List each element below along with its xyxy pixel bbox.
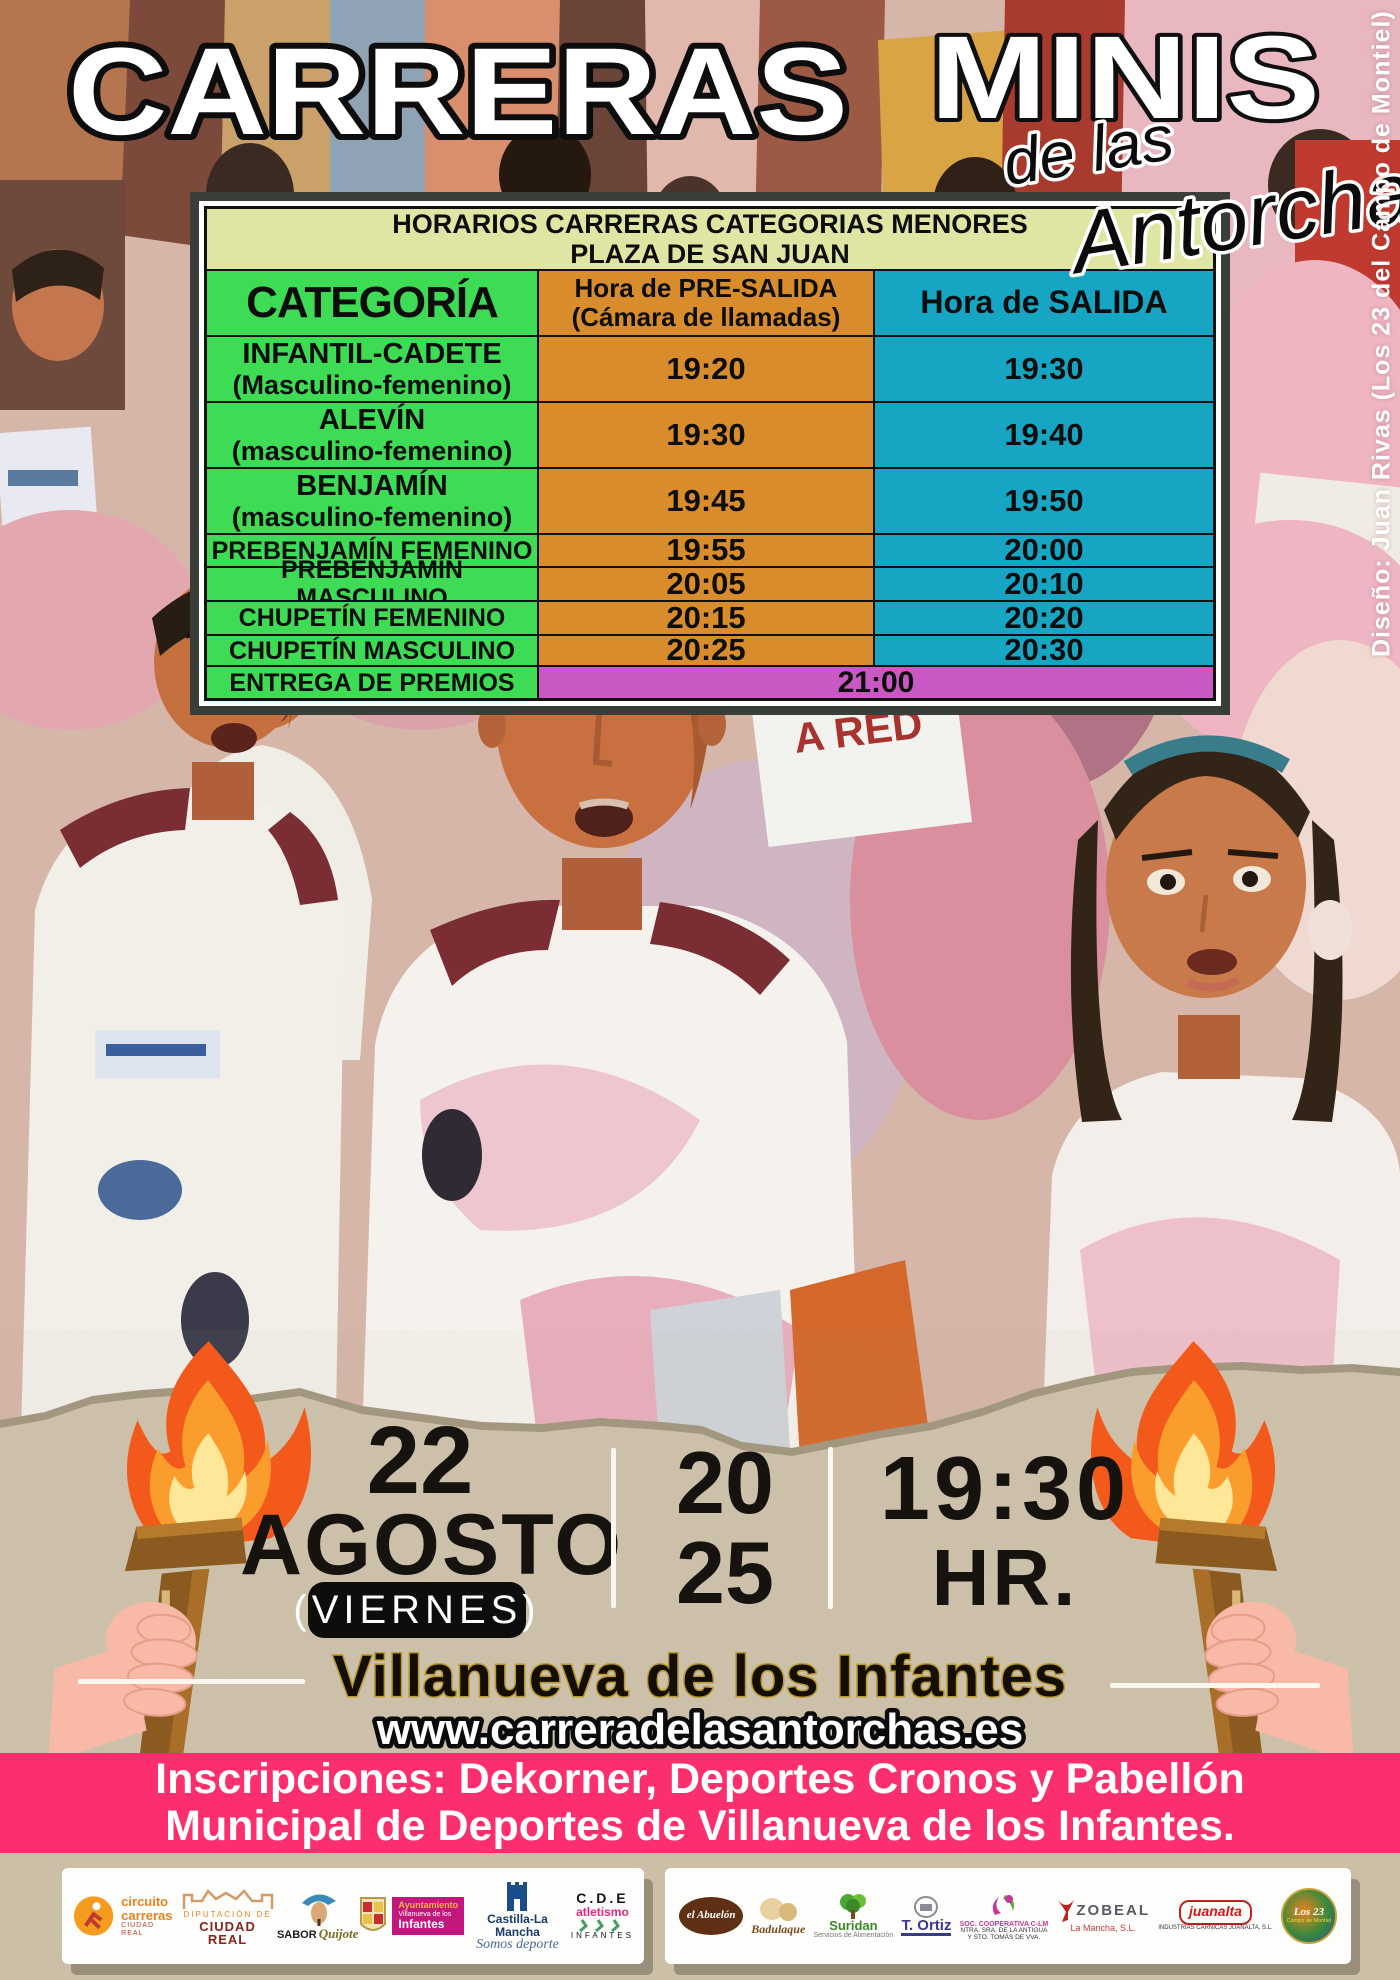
designer-credit: Diseño: Juan Rivas (Los 23 del Campo de …: [1367, 10, 1396, 658]
title-script: de las Antorchas: [995, 98, 1400, 297]
event-location: Villanueva de los Infantes: [333, 1644, 1067, 1709]
sponsor-suridan: Suridan Servicios de Alimentación: [813, 1893, 893, 1940]
sponsor-footer: circuito carreras CIUDAD REAL DIPUTACIÓN…: [0, 1853, 1400, 1980]
table-row-premios-time: 21:00: [538, 666, 1214, 699]
event-time: 19:30: [879, 1439, 1131, 1539]
table-row-category: PREBENJAMÍN MASCULINO: [206, 556, 538, 612]
event-year-top: 20: [676, 1433, 774, 1532]
coat-of-arms-icon: [360, 1897, 387, 1931]
sponsor-cde-atletismo: C.D.E atletismo INFANTES: [570, 1890, 634, 1941]
sponsor-card-left: circuito carreras CIUDAD REAL DIPUTACIÓN…: [62, 1868, 644, 1964]
sponsor-sabor-quijote: SABOR Quijote: [277, 1891, 358, 1942]
event-weekday-badge: (VIERNES): [293, 1582, 536, 1638]
title-minis-text: MINIS: [930, 12, 1320, 140]
table-row-presalida: 20:25: [538, 632, 874, 667]
sponsor-zobeal: ZOBEAL La Mancha, S.L.: [1056, 1898, 1150, 1933]
registration-line2: Municipal de Deportes de Villanueva de l…: [165, 1802, 1235, 1850]
runner-icon: [73, 1896, 114, 1936]
table-row-presalida: 20:15: [538, 600, 874, 635]
table-row-salida: 19:40: [874, 402, 1214, 468]
skyline-icon: [182, 1889, 273, 1910]
sponsor-castilla-la-mancha: Castilla-La Mancha Somos deporte: [464, 1879, 571, 1953]
event-day: 22: [366, 1407, 474, 1514]
registration-banner: Inscripciones: Dekorner, Deportes Cronos…: [0, 1753, 1400, 1853]
table-row-presalida: 19:30: [538, 402, 874, 468]
table-title-line2: PLAZA DE SAN JUAN: [570, 239, 850, 269]
cooperativa-icon: [992, 1894, 1014, 1915]
table-row-category-premios: ENTREGA DE PREMIOS: [206, 666, 538, 699]
sponsor-los-23: Los 23 Campo de Montiel: [1280, 1888, 1337, 1944]
divider-line-2: [828, 1447, 833, 1609]
table-row-category: BENJAMÍN (masculino-femenino): [206, 468, 538, 534]
table-row-category: CHUPETÍN MASCULINO: [206, 635, 538, 666]
sponsor-diputacion: DIPUTACIÓN DE CIUDAD REAL: [178, 1885, 277, 1947]
table-row-presalida: 19:45: [538, 468, 874, 534]
table-row-presalida: 20:05: [538, 566, 874, 601]
table-row-salida: 20:00: [874, 532, 1214, 567]
table-row-category: CHUPETÍN FEMENINO: [206, 601, 538, 635]
location-dash-left: [78, 1679, 305, 1684]
sponsor-juanalta: juanalta INDUSTRIAS CÁRNICAS JUANALTA, S…: [1158, 1900, 1273, 1931]
location-dash-right: [1110, 1683, 1320, 1688]
column-header-presalida-line1: Hora de PRE-SALIDA: [574, 272, 838, 303]
sponsor-circuito-carreras: circuito carreras CIUDAD REAL: [72, 1894, 178, 1938]
table-row-category: ALEVÍN (masculino-femenino): [206, 402, 538, 468]
table-row-category: INFANTIL-CADETE (Masculino-femenino): [206, 336, 538, 402]
sponsor-ayuntamiento: Ayuntamiento Villanueva de los Infantes: [358, 1894, 465, 1938]
schedule-table: HORARIOS CARRERAS CATEGORIAS MENORES PLA…: [190, 192, 1230, 715]
event-year-bottom: 25: [676, 1523, 774, 1622]
quijote-icon: [301, 1894, 336, 1926]
column-header-categoria: CATEGORÍA: [206, 270, 538, 336]
divider-line-1: [611, 1448, 616, 1608]
registration-line1: Inscripciones: Dekorner, Deportes Cronos…: [155, 1755, 1245, 1803]
event-website-wrap[interactable]: www.carreradelasantorchas.es: [250, 1700, 1150, 1762]
event-website[interactable]: www.carreradelasantorchas.es: [371, 1701, 1028, 1759]
table-row-presalida: 19:55: [538, 532, 874, 567]
runners-icon: [579, 1919, 621, 1933]
table-row-salida: 20:20: [874, 600, 1214, 635]
column-header-presalida-line2: (Cámara de llamadas): [571, 302, 841, 332]
column-header-salida: Hora de SALIDA: [874, 270, 1214, 336]
ortiz-emblem-icon: [914, 1895, 939, 1918]
table-row-salida: 19:50: [874, 468, 1214, 534]
sponsor-el-abuelon: el Abuelón: [679, 1897, 744, 1935]
event-month: AGOSTO: [240, 1497, 624, 1593]
table-row-salida: 20:30: [874, 632, 1214, 667]
column-header-presalida: Hora de PRE-SALIDA (Cámara de llamadas): [538, 270, 874, 336]
table-row-category: PREBENJAMÍN FEMENINO: [206, 534, 538, 567]
table-row-salida: 19:30: [874, 336, 1214, 402]
sponsor-t-ortiz: T. Ortiz: [901, 1895, 952, 1937]
event-time-unit: HR.: [931, 1533, 1079, 1622]
table-title-line1: HORARIOS CARRERAS CATEGORIAS MENORES: [392, 208, 1028, 239]
badulaque-icon: [760, 1897, 798, 1921]
table-row-presalida: 19:20: [538, 336, 874, 402]
event-location-wrap: Villanueva de los Infantes: [331, 1643, 1067, 1711]
castle-icon: [507, 1882, 528, 1912]
wine-glass-icon: [1058, 1900, 1075, 1923]
title-carreras-text: CARRERAS: [68, 23, 848, 161]
title-carreras: CARRERAS: [62, 17, 854, 166]
tree-icon: [840, 1893, 867, 1919]
title-minis: MINIS: [926, 8, 1324, 140]
sponsor-card-right: el Abuelón Badulaque Suridan Servicios d…: [665, 1868, 1351, 1964]
table-row-salida: 20:10: [874, 566, 1214, 601]
table-title: HORARIOS CARRERAS CATEGORIAS MENORES PLA…: [206, 208, 1214, 270]
sponsor-badulaque: Badulaque: [751, 1897, 805, 1936]
sponsor-cooperativa: SOC. COOPERATIVA C-LM NTRA. SRA. DE LA A…: [960, 1891, 1048, 1942]
